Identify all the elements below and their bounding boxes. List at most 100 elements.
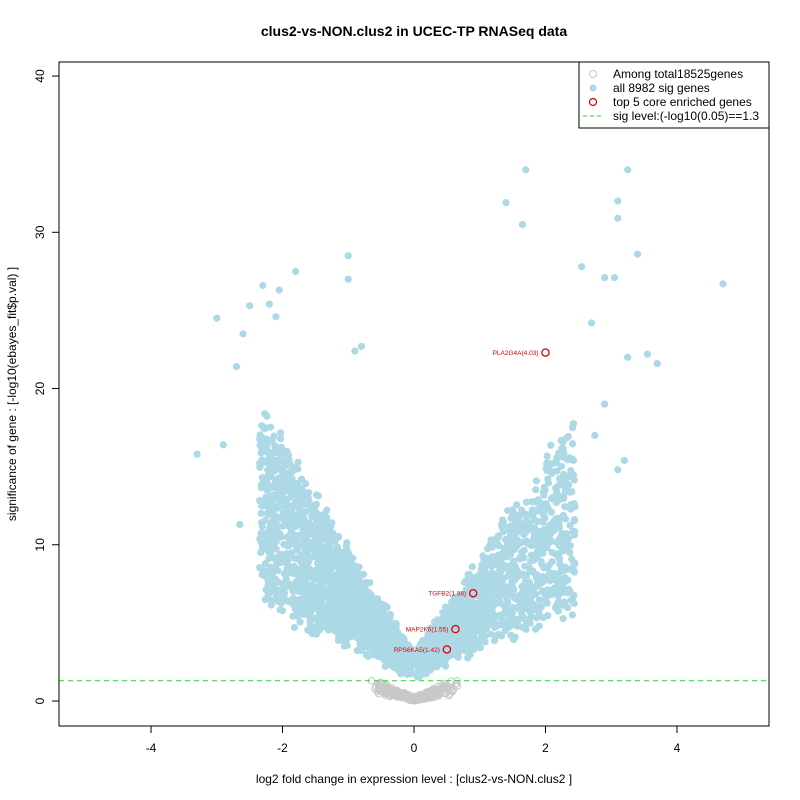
sig-point bbox=[547, 494, 556, 503]
sig-point bbox=[319, 579, 327, 587]
sig-point bbox=[566, 521, 574, 530]
sig-point bbox=[299, 550, 308, 559]
sig-point bbox=[344, 549, 353, 557]
sig-point bbox=[455, 604, 463, 612]
sig-point bbox=[272, 575, 280, 584]
sig-point bbox=[494, 540, 502, 548]
sig-point bbox=[499, 516, 507, 524]
sig-point bbox=[518, 582, 526, 591]
sig-point bbox=[272, 443, 280, 451]
sig-point bbox=[494, 577, 502, 585]
sig-point bbox=[502, 563, 510, 571]
sig-point bbox=[554, 607, 562, 615]
core-gene-point bbox=[451, 624, 460, 634]
sig-point bbox=[268, 499, 277, 507]
sig-point bbox=[305, 489, 313, 497]
sig-point bbox=[490, 637, 499, 645]
sig-point bbox=[487, 579, 495, 587]
sig-point bbox=[334, 604, 342, 613]
sig-point bbox=[301, 522, 310, 530]
sig-point bbox=[339, 635, 347, 643]
sig-point bbox=[566, 542, 574, 550]
x-tick-label: -2 bbox=[277, 741, 288, 755]
nonsig-point bbox=[440, 682, 448, 691]
y-tick-label: 20 bbox=[33, 382, 47, 396]
sig-point bbox=[339, 590, 347, 599]
sig-point bbox=[361, 627, 369, 635]
y-axis-label: significance of gene : [-log10(ebayes_fi… bbox=[5, 267, 19, 521]
sig-point bbox=[533, 517, 542, 526]
sig-point bbox=[219, 441, 227, 449]
sig-point bbox=[540, 485, 548, 493]
sig-point bbox=[456, 639, 464, 647]
sig-point bbox=[352, 590, 360, 598]
sig-point bbox=[462, 636, 470, 644]
nonsig-point bbox=[440, 679, 449, 688]
sig-point bbox=[280, 570, 289, 578]
sig-point bbox=[309, 574, 317, 583]
sig-point bbox=[564, 456, 572, 464]
chart-title: clus2-vs-NON.clus2 in UCEC-TP RNASeq dat… bbox=[261, 23, 567, 39]
sig-point bbox=[481, 579, 489, 587]
sig-point bbox=[520, 597, 528, 605]
sig-point bbox=[468, 605, 477, 614]
y-tick-label: 0 bbox=[33, 697, 47, 704]
sig-point bbox=[272, 586, 280, 594]
sig-point bbox=[302, 498, 310, 506]
sig-point bbox=[308, 544, 316, 553]
sig-point bbox=[302, 508, 310, 516]
sig-point bbox=[449, 606, 457, 614]
sig-point bbox=[374, 600, 382, 609]
sig-point bbox=[468, 563, 476, 571]
sig-point bbox=[533, 548, 541, 556]
sig-point bbox=[258, 456, 266, 464]
sig-point bbox=[559, 438, 567, 446]
sig-point bbox=[361, 621, 369, 629]
sig-point bbox=[467, 619, 476, 627]
sig-point bbox=[314, 541, 323, 549]
sig-point bbox=[544, 459, 552, 467]
sig-point bbox=[259, 568, 267, 576]
sig-point bbox=[322, 573, 330, 581]
sig-point bbox=[259, 281, 267, 290]
sig-point bbox=[481, 618, 489, 626]
sig-point bbox=[314, 517, 322, 525]
sig-point bbox=[420, 653, 428, 661]
sig-point bbox=[383, 649, 391, 658]
sig-point bbox=[291, 538, 299, 546]
legend-marker-core bbox=[588, 97, 598, 107]
sig-point bbox=[538, 560, 546, 568]
sig-point bbox=[273, 554, 282, 562]
sig-point bbox=[290, 481, 298, 489]
sig-point bbox=[302, 573, 311, 581]
sig-point bbox=[311, 597, 320, 605]
sig-point bbox=[508, 589, 516, 597]
sig-point bbox=[289, 530, 297, 538]
sig-point bbox=[479, 552, 487, 560]
sig-point bbox=[278, 607, 287, 615]
x-axis-label: log2 fold change in expression level : [… bbox=[256, 772, 572, 786]
sig-point bbox=[461, 626, 469, 634]
sig-point bbox=[522, 510, 530, 518]
sig-point bbox=[287, 521, 296, 530]
sig-point bbox=[296, 618, 304, 626]
nonsig-point bbox=[441, 689, 450, 698]
sig-point bbox=[284, 451, 293, 459]
sig-point bbox=[506, 569, 515, 577]
sig-point bbox=[503, 553, 511, 561]
sig-point bbox=[569, 420, 578, 428]
sig-point bbox=[358, 601, 366, 609]
sig-point bbox=[567, 466, 575, 475]
sig-point bbox=[346, 558, 354, 566]
y-tick-label: 30 bbox=[33, 225, 47, 239]
sig-point bbox=[570, 517, 578, 525]
sig-point bbox=[275, 502, 284, 510]
sig-point bbox=[390, 664, 399, 672]
sig-point bbox=[262, 493, 270, 501]
sig-point bbox=[478, 588, 486, 596]
sig-point bbox=[333, 622, 341, 630]
sig-point bbox=[542, 500, 550, 508]
sig-point bbox=[292, 554, 300, 563]
sig-point bbox=[547, 441, 555, 449]
